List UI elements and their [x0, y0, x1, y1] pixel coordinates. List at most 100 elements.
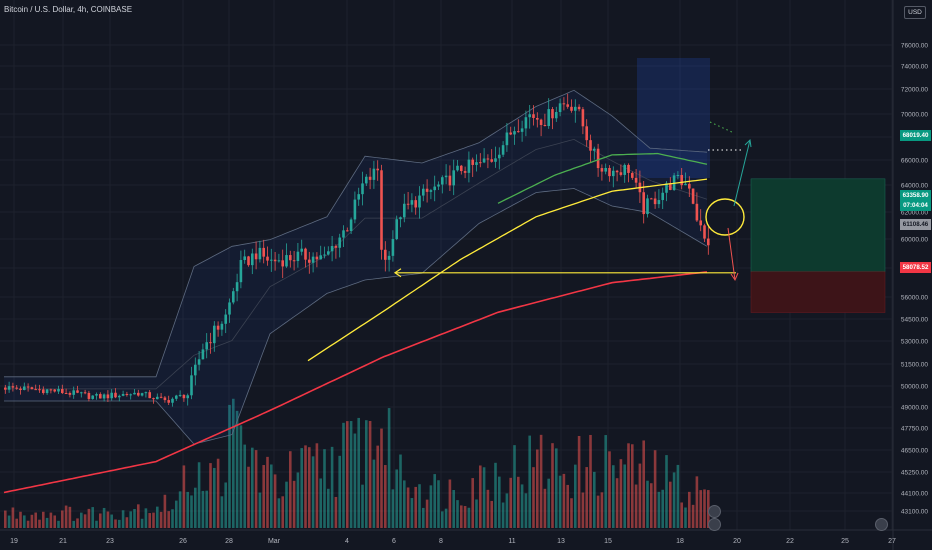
y-tick-label: 43100.00	[901, 509, 928, 516]
volume-bar	[619, 459, 623, 528]
y-tick-label: 54500.00	[901, 317, 928, 324]
volume-bar	[543, 488, 547, 528]
x-tick-label: 6	[392, 538, 396, 545]
x-tick-label: 8	[439, 538, 443, 545]
candle-body	[418, 195, 421, 208]
candle-body	[558, 103, 562, 113]
highlight-circle	[705, 198, 745, 236]
candle-body	[406, 203, 410, 205]
candle-body	[4, 387, 7, 390]
volume-bar	[517, 476, 520, 528]
candle-body	[106, 394, 110, 399]
x-tick-label: 15	[604, 538, 612, 545]
candle-body	[368, 176, 372, 180]
volume-bar	[433, 474, 436, 528]
volume-bar	[437, 480, 440, 528]
volume-bar	[574, 464, 577, 528]
volume-bar	[171, 509, 174, 528]
candle-body	[357, 194, 360, 200]
candle-body	[114, 392, 117, 398]
volume-bar	[121, 510, 125, 528]
volume-bar	[270, 464, 273, 528]
volume-bar	[562, 473, 566, 528]
volume-bar	[308, 447, 311, 528]
volume-bar	[342, 422, 345, 528]
volume-bar	[95, 520, 98, 528]
volume-bar	[289, 451, 292, 528]
auto-scale-icon[interactable]	[875, 518, 888, 531]
candle-body	[703, 225, 706, 239]
volume-bar	[414, 486, 417, 528]
volume-bar	[676, 464, 680, 528]
candle-body	[121, 393, 125, 396]
candle-body	[99, 394, 102, 399]
volume-bar	[330, 446, 334, 528]
candle-body	[346, 230, 349, 232]
currency-selector[interactable]: USD	[904, 6, 926, 19]
candle-body	[296, 251, 300, 262]
volume-bar	[254, 450, 258, 528]
candle-body	[653, 198, 657, 205]
volume-bar	[68, 506, 72, 528]
volume-bar	[475, 499, 478, 528]
candle-body	[414, 200, 417, 208]
entry-price-badge: 61108.46	[900, 219, 931, 230]
volume-bar	[551, 443, 554, 528]
candle-body	[292, 260, 296, 262]
candle-body	[137, 392, 140, 396]
volume-bar	[83, 514, 87, 528]
candle-body	[707, 238, 710, 246]
candle-body	[536, 117, 539, 120]
candle-body	[566, 104, 569, 107]
volume-bar	[38, 519, 41, 528]
candle-body	[684, 183, 687, 186]
volume-bar	[501, 502, 505, 528]
candle-body	[669, 183, 672, 190]
candle-body	[437, 184, 440, 187]
candle-body	[182, 394, 186, 399]
projection-arrow-up	[733, 139, 751, 207]
candle-body	[589, 140, 592, 151]
candle-body	[319, 255, 322, 260]
candle-body	[471, 159, 474, 165]
x-tick-label: Mar	[268, 538, 281, 545]
volume-bar	[213, 467, 216, 528]
candle-body	[133, 392, 136, 395]
volume-bar	[406, 487, 410, 528]
volume-bar	[490, 500, 493, 528]
volume-bar	[148, 513, 151, 528]
volume-bar	[49, 512, 53, 528]
volume-bar	[72, 520, 75, 528]
volume-bar	[688, 491, 691, 528]
last-price-badge: 63358.90	[900, 190, 931, 201]
y-tick-label: 64000.00	[901, 183, 928, 190]
candle-body	[213, 325, 216, 344]
replay-toggle-icon[interactable]	[708, 505, 721, 518]
candle-body	[95, 394, 98, 396]
volume-bar	[327, 488, 330, 528]
candle-body	[463, 171, 467, 173]
sl-price-badge: 58078.52	[900, 262, 931, 273]
volume-bar	[391, 489, 395, 528]
x-tick-label: 19	[10, 538, 18, 545]
candle-body	[194, 364, 197, 376]
scroll-to-realtime-icon[interactable]	[708, 518, 721, 531]
volume-bar	[106, 511, 110, 528]
volume-bar	[634, 484, 638, 528]
candle-body	[118, 395, 121, 398]
volume-bar	[304, 445, 307, 528]
chart-title: Bitcoin / U.S. Dollar, 4h, COINBASE	[4, 5, 133, 14]
volume-bar	[209, 463, 212, 528]
volume-bar	[197, 462, 201, 528]
y-tick-label: 76000.00	[901, 43, 928, 50]
volume-bar	[102, 507, 106, 528]
candle-body	[532, 114, 535, 118]
y-tick-label: 51500.00	[901, 362, 928, 369]
candle-body	[486, 158, 490, 160]
candle-body	[505, 132, 509, 146]
candle-body	[76, 390, 79, 393]
candle-body	[53, 389, 56, 392]
volume-bar	[273, 474, 277, 528]
projection-arrow-down-head	[730, 272, 739, 282]
